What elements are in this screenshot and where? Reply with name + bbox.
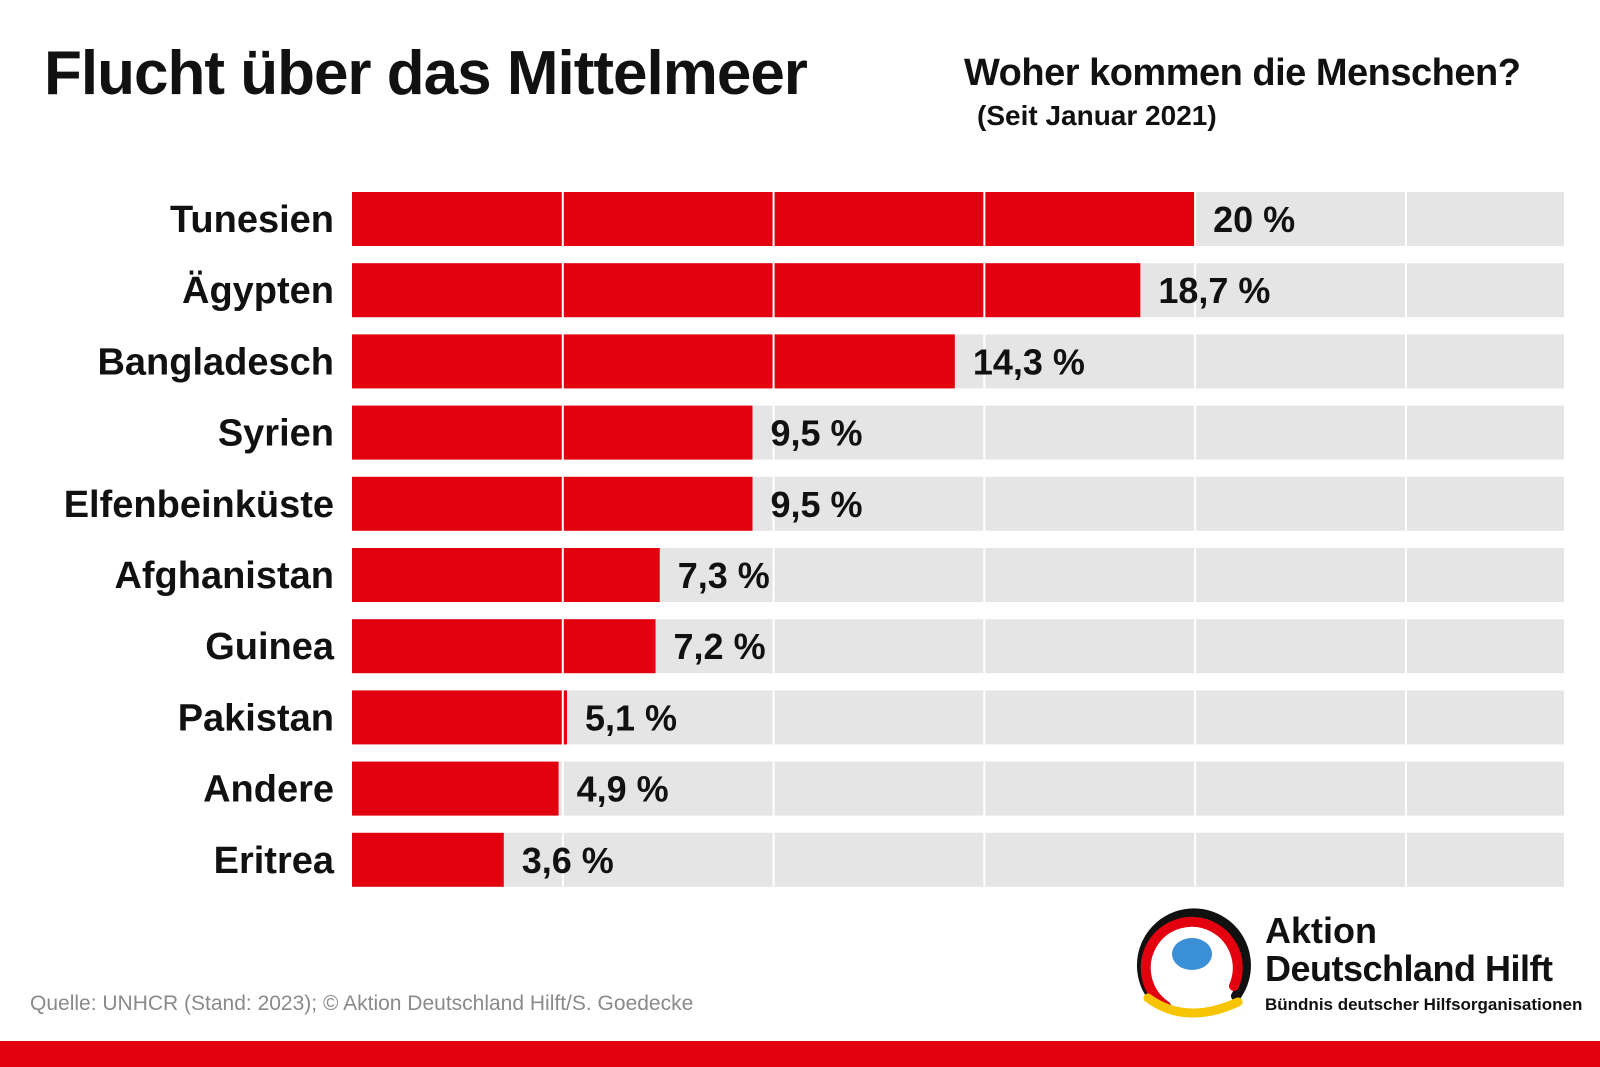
category-label: Syrien [218, 413, 334, 455]
chart-subtitle: Woher kommen die Menschen? [964, 52, 1521, 94]
logo-text-deutschland-hilft: Deutschland Hilft [1265, 948, 1553, 989]
bar [352, 690, 567, 745]
category-label: Eritrea [214, 840, 335, 882]
data-label: 5,1 % [585, 697, 677, 738]
data-label: 7,2 % [674, 626, 766, 667]
bar [352, 476, 753, 531]
data-label: 9,5 % [770, 413, 862, 454]
logo-text-aktion: Aktion [1265, 910, 1377, 951]
category-label: Elfenbeinküste [64, 484, 334, 526]
logo-text-buendnis: Bündnis deutscher Hilfsorganisationen [1265, 995, 1583, 1014]
bar-chart: Tunesien Ägypten Bangladesch Syrien Elfenbei… [64, 192, 1564, 887]
category-label: Pakistan [178, 697, 334, 739]
data-label: 4,9 % [577, 769, 669, 810]
data-label: 7,3 % [678, 555, 770, 596]
chart-title: Flucht über das Mittelmeer [44, 39, 808, 108]
category-label: Tunesien [170, 199, 334, 241]
source-note: Quelle: UNHCR (Stand: 2023); © Aktion De… [30, 992, 694, 1015]
category-label: Bangladesch [97, 341, 334, 383]
bar [352, 619, 656, 674]
bar [352, 405, 753, 460]
footer-accent-bar [0, 1041, 1600, 1067]
bar [352, 548, 660, 602]
bar [352, 832, 504, 887]
category-label: Guinea [205, 626, 335, 668]
category-label: Afghanistan [114, 555, 334, 597]
chart-subtitle-note: (Seit Januar 2021) [977, 100, 1217, 131]
data-label: 18,7 % [1158, 270, 1270, 311]
data-label: 14,3 % [973, 341, 1085, 382]
category-label: Ägypten [182, 269, 334, 312]
bar [352, 761, 559, 816]
data-label: 9,5 % [770, 484, 862, 525]
data-label: 20 % [1213, 199, 1295, 240]
bar [352, 263, 1141, 318]
bar-track [352, 832, 1564, 887]
data-label: 3,6 % [522, 840, 614, 881]
bar [352, 334, 955, 389]
category-label: Andere [203, 769, 334, 811]
aktion-deutschland-hilft-logo [1136, 906, 1256, 1026]
logo-swirl-icon [1136, 908, 1251, 1018]
